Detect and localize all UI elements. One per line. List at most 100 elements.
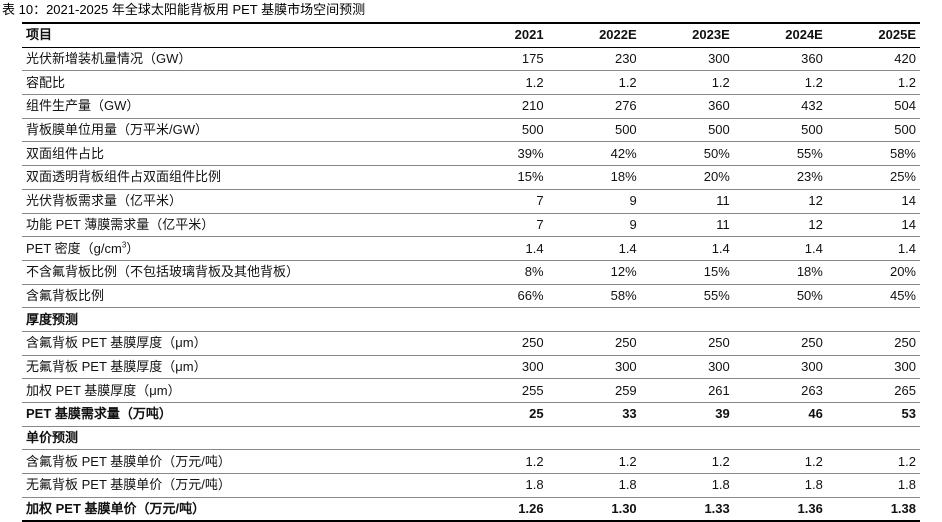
cell-value: 25: [443, 402, 548, 427]
row-label: 含氟背板 PET 基膜厚度（μm）: [22, 331, 444, 356]
cell-value: 1.2: [733, 70, 827, 96]
cell-value: 58%: [547, 284, 641, 309]
cell-value: 420: [826, 47, 920, 72]
table-row: 含氟背板 PET 基膜单价（万元/吨） 1.2 1.2 1.2 1.2 1.2: [22, 449, 920, 475]
forecast-table: 项目 2021 2022E 2023E 2024E 2025E 光伏新增装机量情…: [22, 21, 920, 522]
table-row: 容配比 1.2 1.2 1.2 1.2 1.2: [22, 70, 920, 96]
section-row-price: 单价预测: [22, 426, 920, 451]
cell-value: 1.36: [733, 497, 827, 522]
cell-value: 33: [547, 402, 641, 427]
row-label: 双面透明背板组件占双面组件比例: [22, 165, 444, 190]
table-row: 无氟背板 PET 基膜单价（万元/吨） 1.8 1.8 1.8 1.8 1.8: [22, 473, 920, 498]
cell-value: 18%: [547, 165, 641, 190]
row-label: PET 密度（g/cm3）: [22, 236, 444, 261]
section-row-thickness: 厚度预测: [22, 307, 920, 332]
total-row-price: 加权 PET 基膜单价（万元/吨） 1.26 1.30 1.33 1.36 1.…: [22, 497, 920, 522]
cell-value: 259: [547, 378, 641, 403]
cell-value: 53: [826, 402, 920, 427]
cell-value: 500: [547, 118, 641, 143]
cell-value: 1.4: [443, 236, 548, 261]
cell-value: 12: [733, 189, 827, 214]
cell-value: [443, 307, 548, 332]
cell-value: 1.4: [547, 236, 641, 261]
cell-value: [547, 426, 641, 451]
cell-value: 50%: [640, 141, 734, 167]
cell-value: 20%: [826, 260, 920, 285]
header-row: 项目 2021 2022E 2023E 2024E 2025E: [22, 21, 920, 48]
cell-value: 1.2: [547, 70, 641, 96]
cell-value: [640, 307, 734, 332]
cell-value: 9: [547, 189, 641, 214]
row-label: 容配比: [22, 70, 444, 96]
cell-value: 230: [547, 47, 641, 72]
cell-value: 250: [640, 331, 734, 356]
cell-value: [826, 426, 920, 451]
row-label-suffix: ）: [126, 240, 140, 256]
cell-value: 1.4: [826, 236, 920, 261]
header-cell-2025e: 2025E: [826, 21, 920, 48]
cell-value: 255: [443, 378, 548, 403]
cell-value: [547, 307, 641, 332]
cell-value: 250: [547, 331, 641, 356]
cell-value: 7: [443, 189, 548, 214]
cell-value: 500: [640, 118, 734, 143]
cell-value: 1.2: [826, 449, 920, 475]
total-row-demand: PET 基膜需求量（万吨） 25 33 39 46 53: [22, 402, 920, 427]
cell-value: 250: [443, 331, 548, 356]
section-label: 单价预测: [22, 426, 444, 451]
table-row: 功能 PET 薄膜需求量（亿平米） 7 9 11 12 14: [22, 213, 920, 238]
cell-value: 1.30: [547, 497, 641, 522]
table-row: 不含氟背板比例（不包括玻璃背板及其他背板） 8% 12% 15% 18% 20%: [22, 260, 920, 285]
cell-value: 1.8: [733, 473, 827, 498]
table-row: 组件生产量（GW） 210 276 360 432 504: [22, 94, 920, 119]
cell-value: 1.8: [547, 473, 641, 498]
cell-value: 500: [826, 118, 920, 143]
table-row: 加权 PET 基膜厚度（μm） 255 259 261 263 265: [22, 378, 920, 403]
row-label-superscript: 3: [121, 240, 127, 250]
cell-value: 39: [640, 402, 734, 427]
cell-value: 360: [640, 94, 734, 119]
table-row: 背板膜单位用量（万平米/GW） 500 500 500 500 500: [22, 118, 920, 143]
row-label: 含氟背板比例: [22, 284, 444, 309]
cell-value: 1.4: [733, 236, 827, 261]
cell-value: 263: [733, 378, 827, 403]
cell-value: 1.38: [826, 497, 920, 522]
cell-value: 1.8: [443, 473, 548, 498]
cell-value: 500: [443, 118, 548, 143]
cell-value: 1.33: [640, 497, 734, 522]
cell-value: 261: [640, 378, 734, 403]
table-row: 无氟背板 PET 基膜厚度（μm） 300 300 300 300 300: [22, 355, 920, 380]
cell-value: [443, 426, 548, 451]
table-title: 表 10：2021-2025 年全球太阳能背板用 PET 基膜市场空间预测: [2, 2, 366, 17]
header-cell-2024e: 2024E: [733, 21, 827, 48]
cell-value: [733, 307, 827, 332]
row-label: 双面组件占比: [22, 141, 444, 167]
cell-value: 18%: [733, 260, 827, 285]
cell-value: [733, 426, 827, 451]
cell-value: 1.2: [640, 70, 734, 96]
row-label: 加权 PET 基膜厚度（μm）: [22, 378, 444, 403]
cell-value: 12: [733, 213, 827, 238]
cell-value: 360: [733, 47, 827, 72]
cell-value: 1.4: [640, 236, 734, 261]
cell-value: 432: [733, 94, 827, 119]
cell-value: 300: [733, 355, 827, 380]
cell-value: 276: [547, 94, 641, 119]
cell-value: [826, 307, 920, 332]
cell-value: 15%: [443, 165, 548, 190]
cell-value: 1.8: [826, 473, 920, 498]
cell-value: 8%: [443, 260, 548, 285]
cell-value: 42%: [547, 141, 641, 167]
row-label: 光伏新增装机量情况（GW）: [22, 47, 444, 72]
table-row: 含氟背板 PET 基膜厚度（μm） 250 250 250 250 250: [22, 331, 920, 356]
cell-value: 7: [443, 213, 548, 238]
table-row: 光伏背板需求量（亿平米） 7 9 11 12 14: [22, 189, 920, 214]
cell-value: 15%: [640, 260, 734, 285]
row-label: 无氟背板 PET 基膜厚度（μm）: [22, 355, 444, 380]
row-label: 背板膜单位用量（万平米/GW）: [22, 118, 444, 143]
cell-value: 300: [640, 47, 734, 72]
cell-value: 250: [826, 331, 920, 356]
cell-value: 39%: [443, 141, 548, 167]
cell-value: 12%: [547, 260, 641, 285]
cell-value: 1.2: [826, 70, 920, 96]
